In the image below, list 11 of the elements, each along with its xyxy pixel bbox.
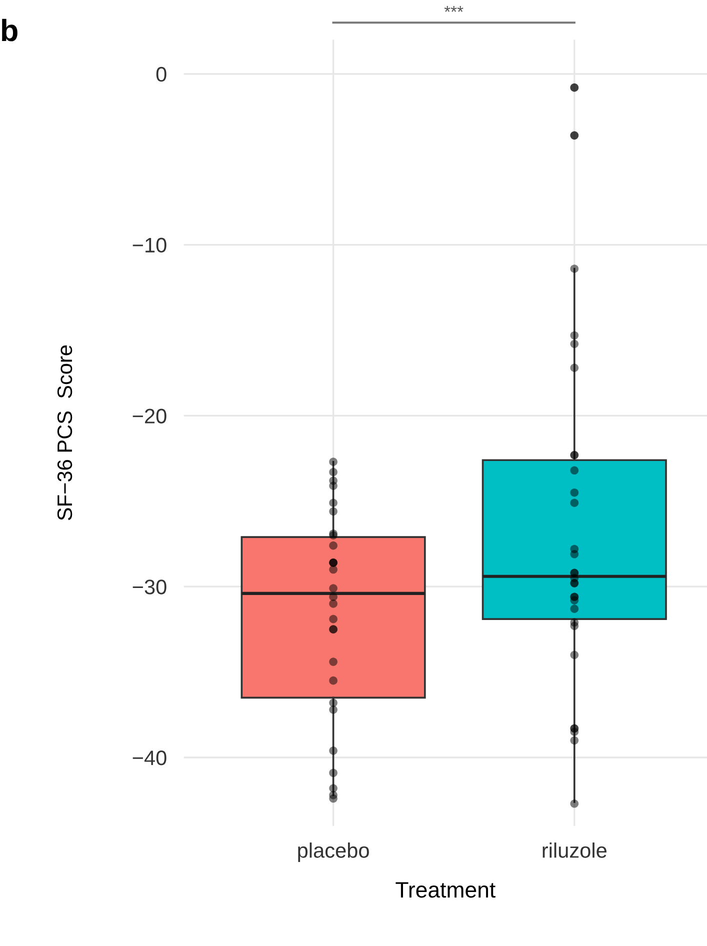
y-tick-label: 0: [156, 66, 166, 82]
y-axis-title: SF−36 PCS Score: [57, 345, 72, 520]
y-tick-label: −20: [132, 408, 166, 424]
y-tick-label: −10: [132, 238, 166, 253]
x-axis-title: Treatment: [396, 882, 496, 898]
text: b: [2, 18, 18, 42]
y-tick-label: −30: [132, 580, 166, 594]
text: ***: [444, 6, 464, 12]
x-tick-label: placebo: [298, 842, 369, 862]
y-tick-label: −40: [132, 750, 166, 766]
x-tick-label: riluzole: [542, 842, 606, 858]
